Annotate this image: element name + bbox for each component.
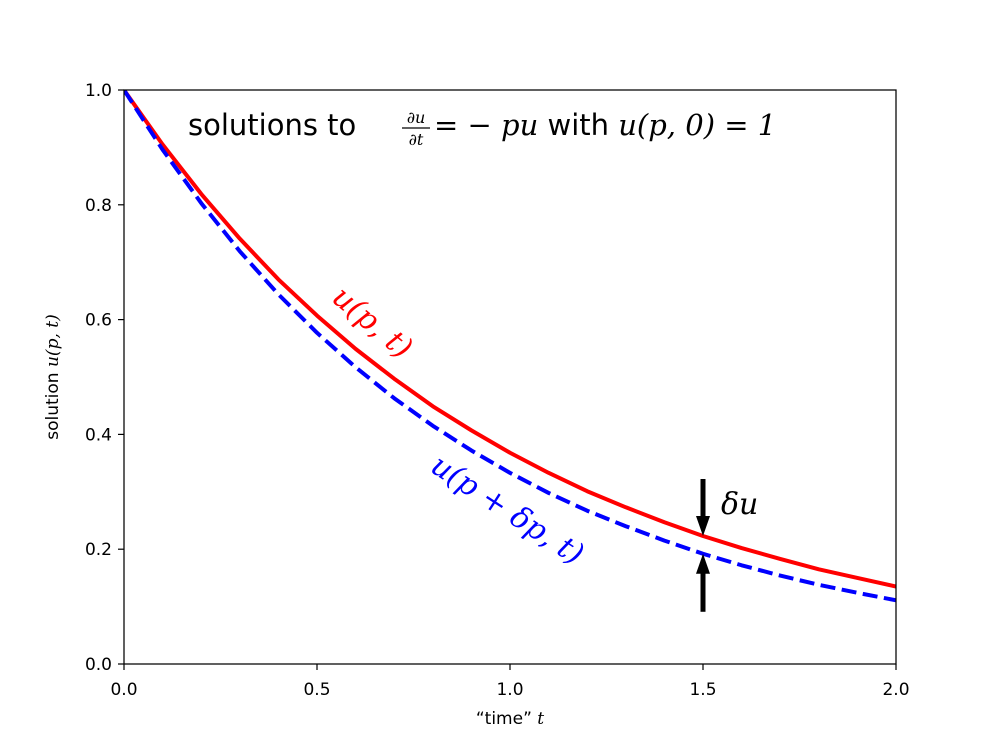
y-tick-label: 0.8	[85, 196, 112, 216]
plot-frame	[123, 89, 897, 665]
y-tick-label: 0.0	[85, 655, 112, 675]
delta-arrow-up-head	[696, 553, 710, 574]
chart-title: solutions to	[188, 108, 356, 142]
curves-group	[124, 90, 896, 603]
delta-u-annotation	[696, 478, 710, 612]
red-curve-label: u(p, t)	[325, 279, 419, 366]
y-tick-label: 0.2	[85, 540, 112, 560]
series-line-red-solid	[124, 90, 896, 589]
blue-curve-label: u(p + δp, t)	[424, 448, 589, 572]
x-axis-label: “time” t	[476, 709, 544, 729]
y-tick-label: 0.6	[85, 311, 112, 331]
title-equation-rest: = − pu with u(p, 0) = 1	[434, 108, 776, 142]
title-fraction-denominator: ∂t	[409, 130, 424, 149]
x-tick-label: 1.5	[689, 680, 716, 700]
y-axis-label: solution u(p, t)	[43, 314, 63, 439]
y-axis-ticks: 0.0 0.2 0.4 0.6 0.8 1.0	[85, 81, 124, 675]
delta-arrow-down-head	[696, 515, 710, 536]
y-tick-label: 0.4	[85, 425, 112, 445]
x-tick-label: 0.5	[303, 680, 330, 700]
x-tick-label: 1.0	[496, 680, 523, 700]
x-tick-label: 2.0	[882, 680, 909, 700]
x-tick-label: 0.0	[110, 680, 137, 700]
x-axis-ticks: 0.0 0.5 1.0 1.5 2.0	[110, 664, 910, 700]
series-line-blue-dashed	[124, 90, 896, 603]
title-fraction-numerator: ∂u	[407, 108, 426, 127]
y-tick-label: 1.0	[85, 81, 112, 101]
delta-u-label: δu	[721, 487, 758, 522]
